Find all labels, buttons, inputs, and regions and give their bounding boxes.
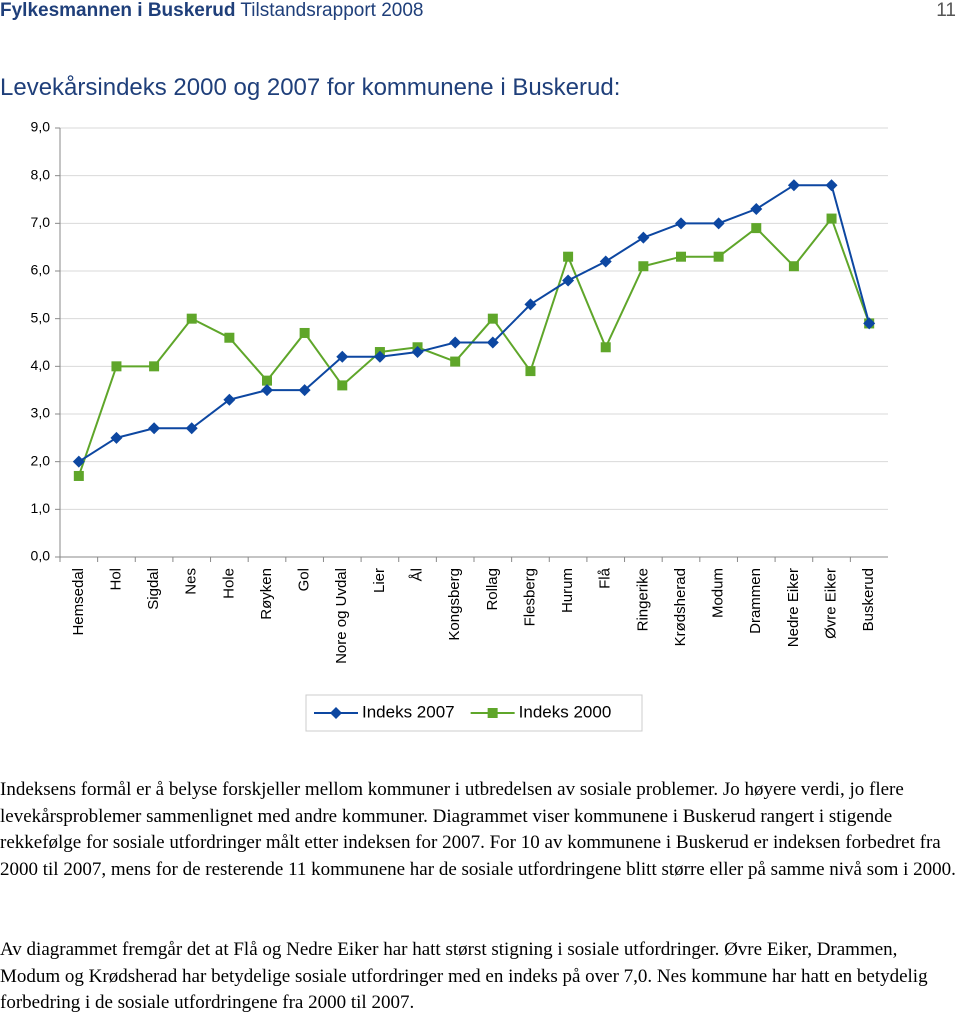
- data-point: [111, 361, 122, 372]
- data-point: [675, 217, 687, 230]
- x-tick-label: Kongsberg: [446, 568, 463, 641]
- data-point: [186, 313, 197, 324]
- data-point: [337, 380, 348, 391]
- y-tick-label: 7,0: [31, 214, 51, 230]
- page-header: Fylkesmannen i Buskerud Tilstandsrapport…: [0, 0, 960, 24]
- legend-marker: [330, 707, 342, 719]
- data-point: [637, 231, 650, 244]
- x-tick-label: Gol: [296, 568, 313, 591]
- data-point: [298, 384, 311, 397]
- data-point: [299, 327, 310, 338]
- report-name: Tilstandsrapport 2008: [240, 0, 424, 21]
- y-tick-label: 4,0: [31, 357, 51, 373]
- y-tick-label: 6,0: [31, 262, 51, 278]
- data-point: [712, 217, 725, 230]
- x-tick-label: Øvre Eiker: [823, 568, 840, 639]
- x-tick-label: Flå: [597, 567, 614, 588]
- series-line: [77, 216, 871, 477]
- data-point: [487, 313, 498, 324]
- data-point: [72, 455, 85, 468]
- paragraph: Indeksens formål er å belyse forskjeller…: [0, 779, 956, 880]
- data-point: [750, 203, 763, 216]
- x-tick-label: Buskerud: [860, 568, 877, 631]
- data-point: [149, 361, 160, 372]
- data-point: [863, 317, 876, 330]
- legend-label: Indeks 2007: [362, 702, 455, 721]
- data-point: [713, 251, 724, 262]
- data-point: [524, 298, 537, 311]
- data-point: [525, 366, 536, 377]
- data-point: [110, 431, 123, 444]
- x-tick-label: Rollag: [484, 568, 501, 611]
- data-point: [563, 251, 574, 262]
- data-point: [223, 393, 236, 406]
- data-point: [373, 350, 386, 363]
- data-point: [411, 346, 424, 359]
- data-point: [262, 375, 272, 386]
- x-tick-label: Ål: [409, 568, 426, 581]
- data-point: [751, 223, 762, 234]
- data-point: [562, 274, 575, 287]
- chart-title: Levekårsindeks 2000 og 2007 for kommunen…: [0, 74, 621, 101]
- x-tick-label: Hol: [107, 568, 124, 591]
- data-point: [185, 422, 198, 435]
- y-tick-label: 3,0: [31, 405, 51, 421]
- x-tick-label: Nore og Uvdal: [333, 568, 350, 664]
- chart: 0,0 1,0 2,0 3,0 4,0 5,0 6,0 7,0 8,0 9,0 Hemsedal Ho…: [31, 119, 888, 732]
- data-point: [600, 342, 611, 353]
- data-point: [450, 356, 461, 367]
- data-point: [486, 336, 499, 349]
- data-point: [336, 350, 349, 363]
- x-tick-label: Nes: [183, 568, 200, 595]
- paragraph: Av diagrammet fremgår det at Flå og Nedr…: [0, 939, 928, 1014]
- data-point: [73, 470, 84, 481]
- y-tick-label: 5,0: [31, 309, 51, 325]
- x-tick-label: Lier: [371, 568, 388, 593]
- x-tick-label: Hurum: [559, 568, 576, 613]
- page-number: 11: [936, 0, 956, 21]
- x-tick-label: Drammen: [747, 568, 764, 634]
- x-tick-label: Hemsedal: [70, 568, 87, 636]
- data-point: [676, 251, 686, 262]
- data-point: [826, 213, 837, 224]
- data-point: [224, 332, 235, 343]
- data-point: [788, 261, 799, 272]
- x-tick-label: Nedre Eiker: [785, 568, 802, 647]
- x-tick-label: Krødsherad: [672, 568, 689, 646]
- x-tick-label: Ringerike: [634, 568, 651, 631]
- x-tick-label: Hole: [220, 568, 237, 599]
- data-point: [148, 422, 161, 435]
- x-tick-label: Modum: [710, 568, 727, 618]
- legend-label: Indeks 2000: [519, 702, 612, 721]
- y-tick-label: 8,0: [31, 166, 51, 182]
- data-point: [599, 255, 612, 268]
- data-point: [787, 179, 800, 192]
- y-tick-label: 9,0: [31, 119, 51, 135]
- legend-marker: [487, 708, 498, 718]
- data-point: [638, 261, 649, 272]
- y-tick-label: 1,0: [31, 500, 51, 516]
- organization: Fylkesmannen i Buskerud: [0, 0, 236, 21]
- data-point: [449, 336, 462, 349]
- x-tick-label: Røyken: [258, 568, 275, 620]
- y-tick-label: 2,0: [31, 452, 51, 468]
- y-tick-label: 0,0: [31, 548, 51, 564]
- series-line: [78, 184, 871, 463]
- x-tick-label: Sigdal: [145, 568, 162, 610]
- data-point: [825, 179, 838, 192]
- x-tick-label: Flesberg: [521, 568, 538, 626]
- data-point: [261, 384, 273, 397]
